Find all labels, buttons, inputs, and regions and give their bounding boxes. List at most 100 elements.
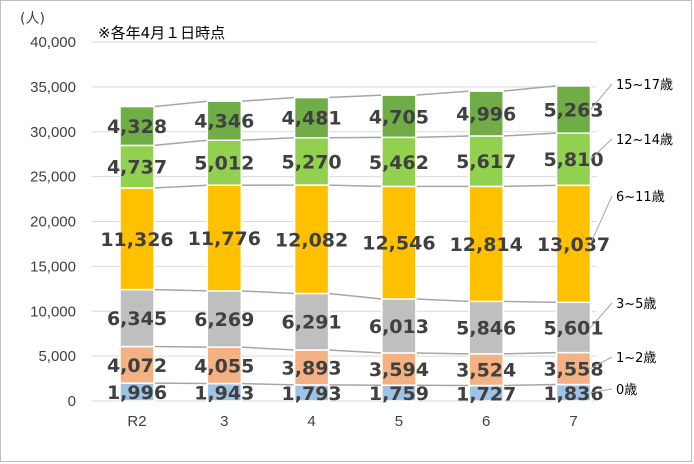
connector-line: [415, 135, 470, 139]
bar-segment: [119, 345, 155, 384]
bar-segment: [293, 349, 330, 386]
x-tick-label: 3: [220, 413, 228, 430]
data-label: 4,481: [282, 108, 342, 130]
legend-entry: 0歳: [616, 383, 637, 398]
data-label: 1,836: [543, 383, 603, 405]
data-label: 4,072: [107, 355, 167, 377]
connector-line: [328, 349, 382, 354]
y-tick-label: 20,000: [30, 214, 76, 231]
data-label: 12,082: [275, 229, 348, 251]
connector-line: [328, 184, 382, 188]
data-label: 1,996: [107, 382, 167, 404]
legend-entry: 3~5歳: [616, 297, 656, 312]
connector-line: [503, 300, 557, 304]
bar-segment: [206, 139, 243, 186]
bar-segment: [381, 352, 417, 386]
legend-entry: 6~11歳: [616, 190, 665, 205]
data-label: 3,524: [456, 360, 516, 382]
legend-leader-line: [590, 138, 613, 160]
connector-line: [153, 345, 208, 348]
connector-line: [415, 90, 470, 96]
y-tick-label: 15,000: [30, 258, 76, 275]
connector-line: [153, 139, 208, 147]
bar-segment: [206, 346, 243, 385]
y-tick-label: 40,000: [30, 34, 76, 51]
data-label: 4,346: [194, 111, 254, 133]
data-label: 3,594: [369, 359, 429, 381]
data-label: 5,263: [543, 100, 603, 122]
bar-segment: [381, 94, 417, 139]
data-label: 5,601: [543, 317, 603, 339]
connector-line: [153, 184, 208, 189]
legend-leader-line: [590, 302, 613, 328]
bar-segment: [119, 288, 155, 348]
connector-line: [503, 132, 557, 137]
connector-line: [328, 94, 382, 99]
connector-line: [503, 383, 557, 387]
data-label: 4,328: [107, 116, 167, 138]
y-axis-ticks: 0 5,000 10,000 15,000 20,000 25,000 30,000 35,0…: [30, 34, 76, 410]
series-connector-lines: [153, 85, 557, 387]
bar-segment: [119, 187, 155, 291]
connector-line: [241, 382, 295, 386]
data-label: 5,617: [456, 151, 516, 173]
legend-entry: 12~14歳: [616, 133, 673, 148]
x-axis-ticks: R2 3 4 5 6 7: [127, 413, 577, 430]
legend-leader-line: [590, 388, 613, 394]
y-tick-label: 25,000: [30, 169, 76, 186]
connector-line: [328, 292, 382, 300]
legend-leader-line: [590, 83, 613, 110]
connector-line: [241, 96, 295, 102]
bar-segment: [381, 185, 417, 300]
legend: 0歳 1~2歳 3~5歳 6~11歳 12~14歳 15~17歳: [590, 78, 673, 398]
y-tick-label: 5,000: [38, 348, 76, 365]
data-label: 1,727: [456, 383, 516, 405]
data-labels: 1,996 4,072 6,345 11,326 4,737 4,328 1,943 4,05…: [100, 100, 610, 406]
data-label: 4,055: [194, 355, 254, 377]
legend-leader-line: [590, 356, 613, 369]
data-label: 4,705: [369, 106, 429, 128]
data-label: 5,012: [194, 153, 254, 175]
data-label: 5,270: [282, 151, 342, 173]
data-label: 12,814: [450, 234, 523, 256]
legend-entry: 1~2歳: [616, 351, 656, 366]
bar-segment: [293, 292, 330, 351]
bar-segment: [119, 105, 155, 147]
data-label: 12,546: [362, 233, 435, 255]
connector-line: [503, 184, 557, 188]
x-tick-label: 7: [569, 413, 577, 430]
legend-leader-line: [590, 195, 613, 245]
bars: [119, 85, 592, 402]
x-tick-label: 6: [482, 413, 490, 430]
connector-line: [241, 290, 295, 295]
connector-line: [415, 298, 470, 303]
data-label: 6,013: [369, 316, 429, 338]
data-label: 1,759: [369, 383, 429, 405]
data-label: 4,996: [456, 104, 516, 126]
data-label: 5,462: [369, 152, 429, 174]
grid-lines: [92, 41, 597, 402]
y-tick-label: 35,000: [30, 79, 76, 96]
data-label: 6,291: [282, 312, 342, 334]
data-label: 13,037: [537, 234, 610, 256]
connector-line: [503, 351, 557, 355]
legend-entry: 15~17歳: [616, 78, 673, 93]
y-axis-unit-label: (人): [20, 11, 45, 27]
data-label: 11,326: [100, 229, 173, 251]
bar-segment: [468, 135, 504, 188]
connector-line: [241, 346, 295, 351]
bar-segment: [468, 90, 504, 137]
data-label: 6,345: [107, 308, 167, 330]
data-label: 11,776: [188, 228, 261, 250]
y-tick-label: 10,000: [30, 303, 76, 320]
bar-segment: [381, 136, 417, 188]
data-label: 3,893: [282, 357, 342, 379]
x-tick-label: 4: [307, 413, 315, 430]
x-tick-label: 5: [395, 413, 403, 430]
date-note: ※各年4月１日時点: [98, 24, 225, 42]
x-tick-label: R2: [127, 413, 146, 430]
data-label: 1,943: [194, 382, 254, 404]
bar-segment: [293, 96, 330, 139]
data-label: 1,793: [282, 383, 342, 405]
